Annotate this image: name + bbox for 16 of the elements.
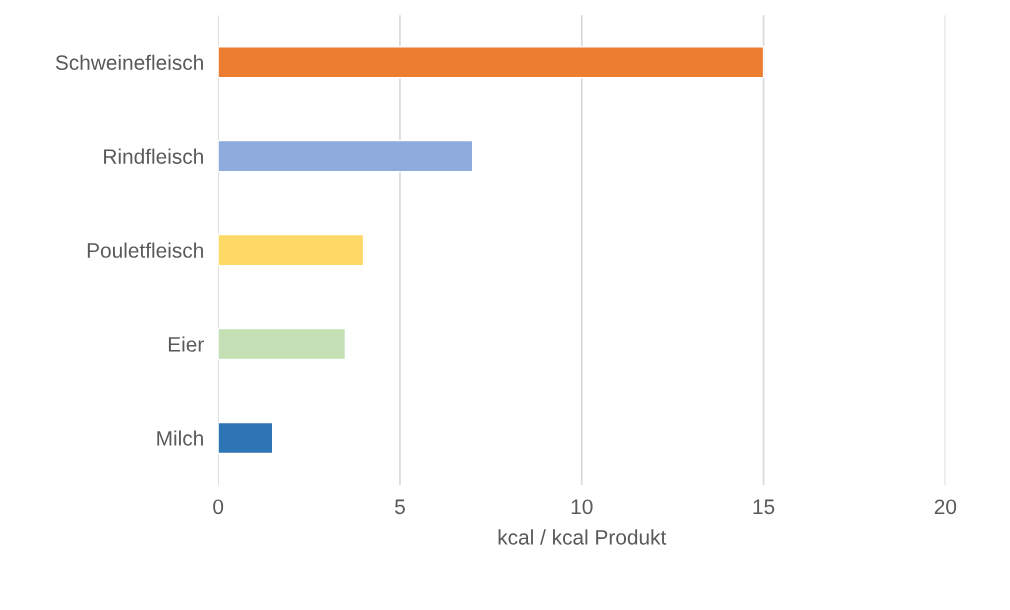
bar — [218, 327, 347, 361]
x-tick-label: 10 — [571, 499, 593, 515]
y-tick-label: Pouletfleisch — [87, 242, 203, 258]
bar — [218, 139, 474, 173]
x-tick-label: 0 — [213, 499, 224, 515]
x-tick-label: 20 — [934, 499, 957, 515]
y-tick-label: Rindfleisch — [104, 148, 203, 164]
bar — [218, 46, 765, 79]
x-tick-label: 5 — [395, 499, 405, 515]
y-tick-label: Eier — [168, 336, 204, 352]
bar — [218, 421, 274, 455]
x-axis-title: kcal / kcal Produkt — [498, 529, 667, 545]
bar — [218, 233, 365, 267]
y-tick-label: Schweinefleisch — [55, 54, 203, 70]
y-tick-label: Milch — [157, 430, 203, 446]
x-tick-label: 15 — [753, 499, 775, 515]
